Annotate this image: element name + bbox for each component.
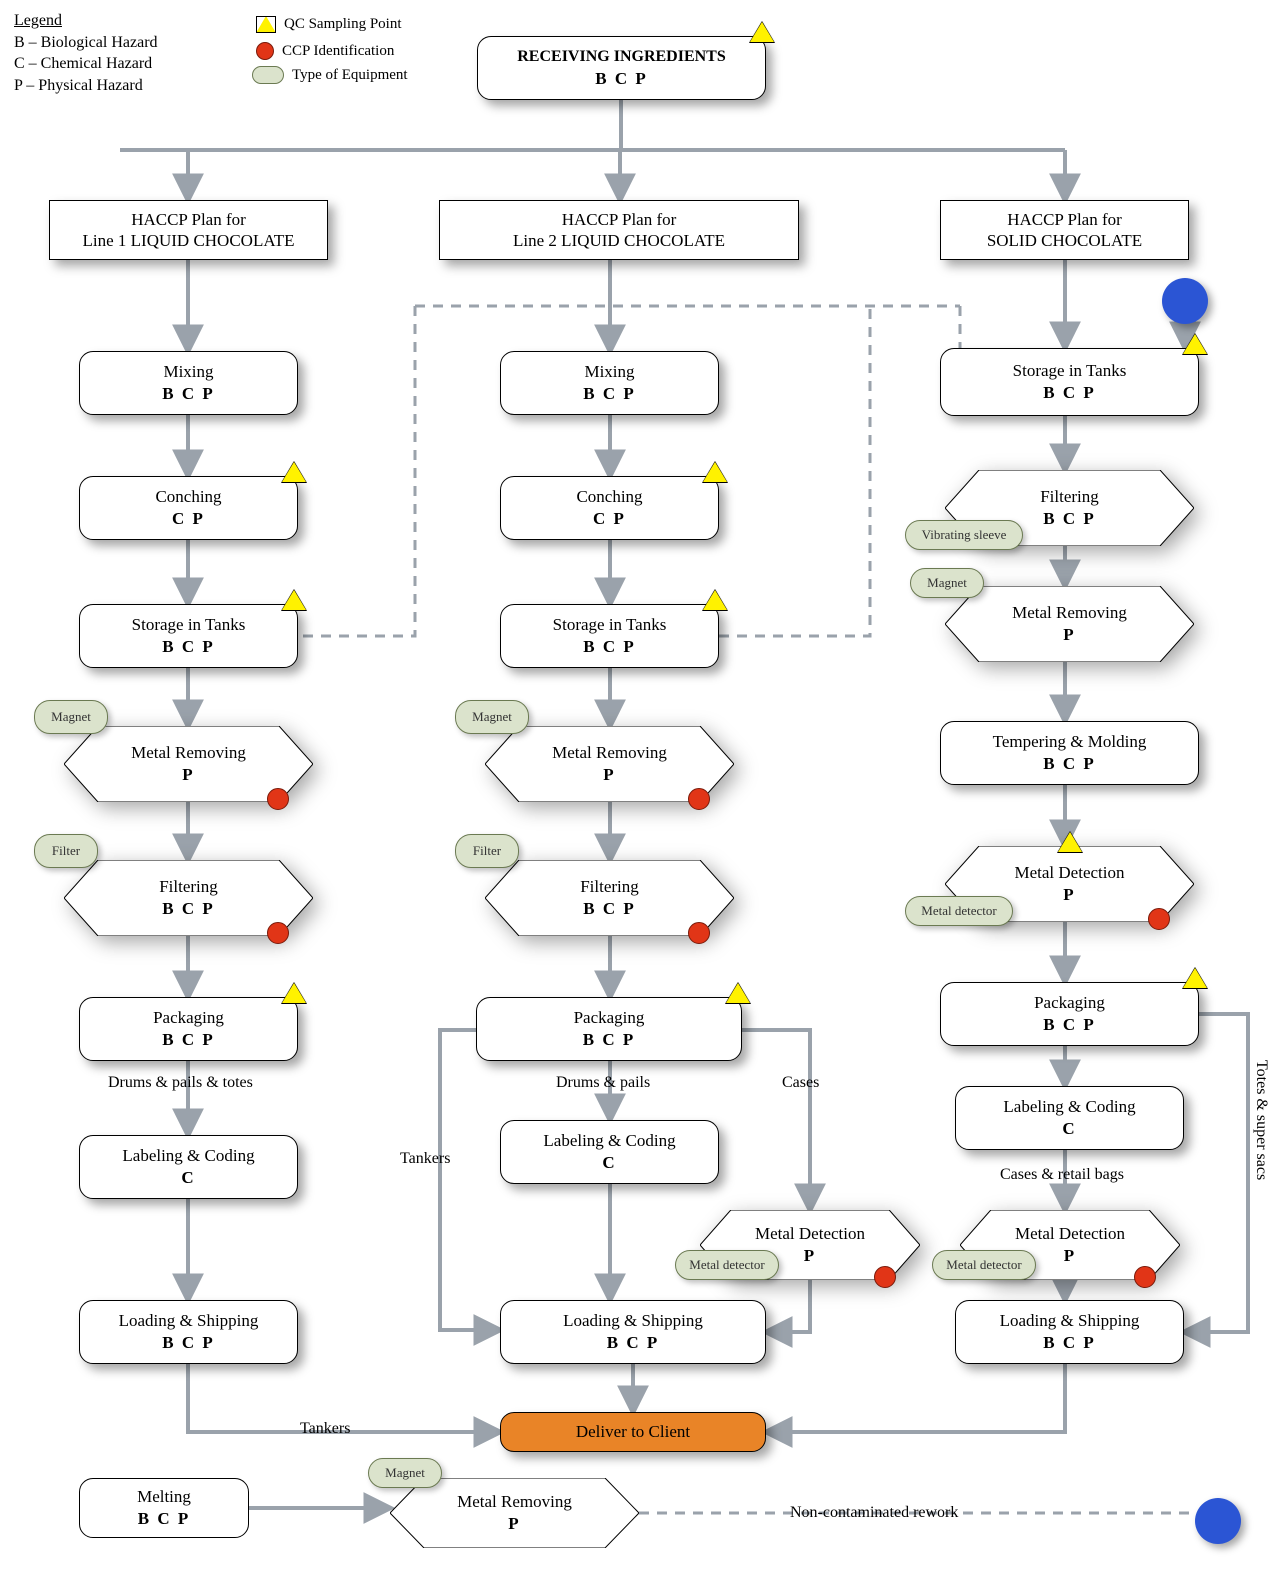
equipment-tag: Metal detector	[932, 1250, 1036, 1280]
qc-sampling-icon	[282, 983, 306, 1003]
label-cases-retail: Cases & retail bags	[1000, 1166, 1124, 1184]
equipment-tag: Metal detector	[905, 896, 1013, 926]
node-plan3: HACCP Plan forSOLID CHOCOLATE	[940, 200, 1189, 260]
node-deliver: Deliver to Client	[500, 1412, 766, 1452]
node-l1_conch: ConchingC P	[79, 476, 298, 540]
node-plan2: HACCP Plan forLine 2 LIQUID CHOCOLATE	[439, 200, 799, 260]
node-l1_load: Loading & ShippingB C P	[79, 1300, 298, 1364]
label-cases: Cases	[782, 1074, 819, 1092]
node-melt: MeltingB C P	[79, 1478, 249, 1538]
ccp-icon	[1148, 908, 1170, 930]
qc-sampling-icon	[1183, 334, 1207, 354]
equipment-tag: Vibrating sleeve	[905, 520, 1023, 550]
label-noncontam: Non-contaminated rework	[790, 1504, 958, 1522]
label-tankers-low: Tankers	[300, 1420, 350, 1438]
legend-ccp: CCP Identification	[256, 42, 394, 60]
node-l1_pack: PackagingB C P	[79, 997, 298, 1061]
node-l2_labl: Labeling & CodingC	[500, 1120, 719, 1184]
qc-sampling-icon	[726, 983, 750, 1003]
connector-dot	[1162, 278, 1208, 324]
qc-sampling-icon	[1183, 968, 1207, 988]
legend: Legend B – Biological Hazard C – Chemica…	[14, 10, 158, 96]
legend-line: C – Chemical Hazard	[14, 53, 158, 75]
qc-sampling-icon	[703, 462, 727, 482]
legend-title: Legend	[14, 10, 158, 32]
node-recv: RECEIVING INGREDIENTSB C P	[477, 36, 766, 100]
legend-line: B – Biological Hazard	[14, 32, 158, 54]
equipment-tag: Magnet	[910, 568, 984, 598]
connector-dot	[1195, 1498, 1241, 1544]
node-plan1: HACCP Plan forLine 1 LIQUID CHOCOLATE	[49, 200, 328, 260]
equipment-tag: Magnet	[455, 700, 529, 734]
label-totes-supersacs: Totes & super sacs	[1252, 1060, 1269, 1180]
equipment-tag: Filter	[34, 834, 98, 868]
ccp-icon	[267, 788, 289, 810]
legend-line: P – Physical Hazard	[14, 75, 158, 97]
qc-sampling-icon	[282, 462, 306, 482]
node-s_labl: Labeling & CodingC	[955, 1086, 1184, 1150]
equipment-tag: Magnet	[368, 1458, 442, 1488]
legend-qc: QC Sampling Point	[256, 16, 402, 33]
equipment-tag: Filter	[455, 834, 519, 868]
node-l2_conch: ConchingC P	[500, 476, 719, 540]
node-l1_stor: Storage in TanksB C P	[79, 604, 298, 668]
legend-equip: Type of Equipment	[252, 66, 408, 84]
ccp-icon	[688, 788, 710, 810]
node-s_stor: Storage in TanksB C P	[940, 348, 1199, 416]
equipment-tag: Metal detector	[675, 1250, 779, 1280]
node-s_metal: Metal RemovingP	[945, 586, 1194, 662]
qc-sampling-icon	[750, 22, 774, 42]
node-s_load: Loading & ShippingB C P	[955, 1300, 1184, 1364]
qc-sampling-icon	[282, 590, 306, 610]
node-l2_stor: Storage in TanksB C P	[500, 604, 719, 668]
ccp-icon	[688, 922, 710, 944]
node-l1_mix: MixingB C P	[79, 351, 298, 415]
ccp-icon	[874, 1266, 896, 1288]
node-l2_mix: MixingB C P	[500, 351, 719, 415]
node-l2_pack: PackagingB C P	[476, 997, 742, 1061]
node-melt_metal: Metal RemovingP	[390, 1478, 639, 1548]
label-drums-totes: Drums & pails & totes	[108, 1074, 253, 1092]
equipment-tag: Magnet	[34, 700, 108, 734]
qc-sampling-icon	[703, 590, 727, 610]
node-l1_labl: Labeling & CodingC	[79, 1135, 298, 1199]
ccp-icon	[1134, 1266, 1156, 1288]
qc-sampling-icon	[1058, 832, 1082, 852]
ccp-icon	[267, 922, 289, 944]
node-l2_load: Loading & ShippingB C P	[500, 1300, 766, 1364]
node-s_pack: PackagingB C P	[940, 982, 1199, 1046]
label-tankers: Tankers	[400, 1150, 450, 1168]
label-drums-pails: Drums & pails	[556, 1074, 650, 1092]
node-s_temp: Tempering & MoldingB C P	[940, 721, 1199, 785]
